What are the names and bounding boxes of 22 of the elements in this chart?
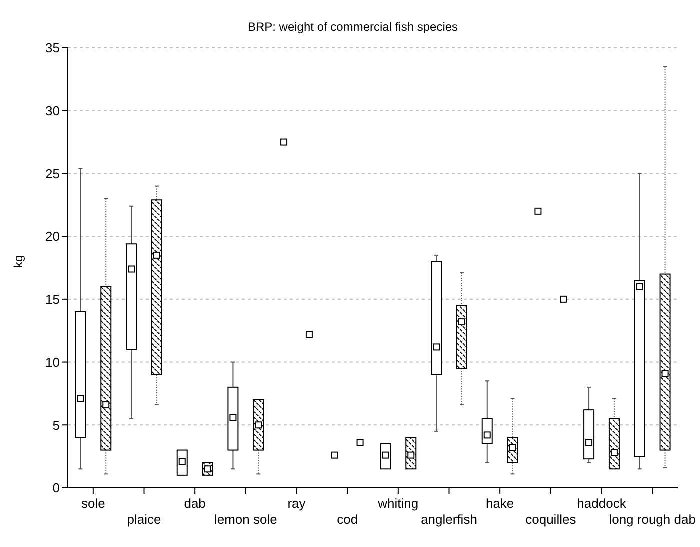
x-tick-label: plaice — [127, 512, 162, 527]
y-tick-label: 5 — [52, 418, 60, 433]
y-axis-title: kg — [11, 255, 26, 268]
x-tick-label: anglerfish — [421, 512, 478, 527]
x-tick-label: cod — [337, 512, 358, 527]
x-tick-label: ray — [288, 496, 306, 511]
x-tick-label: coquilles — [526, 512, 577, 527]
x-tick-label: sole — [81, 496, 106, 511]
x-tick-label: whiting — [377, 496, 419, 511]
x-tick-label: haddock — [577, 496, 627, 511]
x-tick-label: dab — [184, 496, 206, 511]
y-tick-label: 30 — [46, 103, 60, 118]
y-tick-label: 15 — [46, 292, 60, 308]
y-tick-label: 20 — [46, 229, 60, 244]
x-tick-label: long rough dab — [609, 512, 696, 527]
y-tick-label: 0 — [52, 480, 60, 496]
y-tick-label: 25 — [46, 166, 60, 182]
y-tick-label: 35 — [46, 40, 60, 56]
x-tick-label: lemon sole — [214, 512, 278, 527]
chart-title: BRP: weight of commercial fish species — [246, 20, 460, 34]
x-tick-label: hake — [486, 496, 514, 511]
y-tick-label: 10 — [46, 354, 60, 370]
